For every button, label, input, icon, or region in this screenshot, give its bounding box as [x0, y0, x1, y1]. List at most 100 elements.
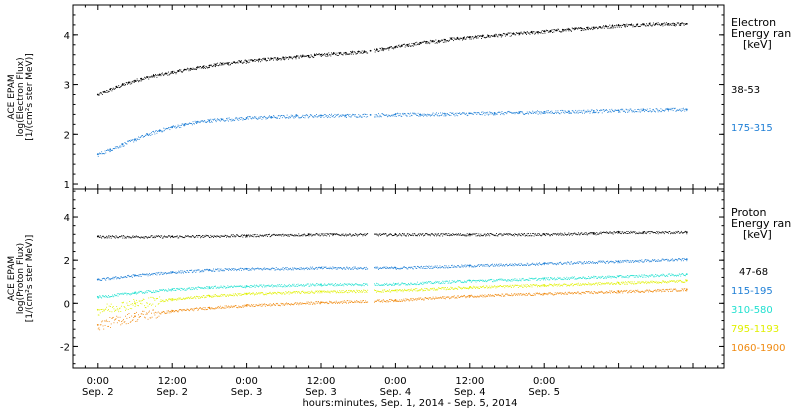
data-point [500, 263, 502, 265]
data-point [356, 233, 358, 235]
data-point [363, 51, 365, 53]
data-point [311, 284, 313, 286]
data-point [680, 230, 682, 232]
data-point [172, 127, 174, 129]
data-point [236, 285, 238, 287]
data-point [460, 266, 462, 268]
data-point [322, 235, 324, 237]
data-point [217, 62, 219, 64]
data-point [431, 267, 433, 269]
data-point [272, 286, 274, 288]
data-point [617, 24, 619, 26]
data-point [326, 55, 328, 57]
data-point [495, 264, 497, 266]
data-point [575, 263, 577, 265]
data-point [338, 267, 340, 269]
data-point [335, 114, 337, 116]
data-point [275, 116, 277, 118]
data-point [271, 267, 273, 269]
data-point [425, 113, 427, 115]
data-point [118, 147, 120, 149]
data-point [187, 287, 189, 289]
data-point [161, 131, 163, 133]
data-point [344, 267, 345, 269]
data-point [464, 235, 466, 237]
data-point [560, 112, 562, 114]
data-point [391, 114, 393, 116]
data-point [486, 36, 488, 38]
data-point [384, 114, 386, 116]
data-point [284, 58, 286, 60]
data-point [277, 284, 279, 286]
data-point [201, 120, 203, 122]
data-point [670, 232, 672, 234]
data-point [362, 284, 364, 286]
data-point [465, 234, 467, 236]
data-point [438, 281, 440, 283]
data-point [652, 258, 654, 260]
data-point [527, 263, 529, 265]
data-point [229, 64, 231, 66]
data-point [498, 278, 500, 280]
data-point [246, 292, 248, 294]
data-point [108, 279, 110, 281]
data-point [202, 269, 204, 271]
data-point [176, 127, 178, 128]
data-point [201, 271, 203, 273]
data-point [290, 269, 292, 271]
data-point [291, 285, 293, 287]
data-point [394, 284, 396, 286]
data-point [559, 234, 561, 236]
data-point [467, 265, 469, 267]
data-point [123, 235, 125, 237]
data-point [306, 234, 308, 236]
data-point [191, 298, 193, 299]
data-point [538, 111, 540, 113]
data-point [207, 235, 209, 237]
data-point [390, 234, 392, 235]
data-point [173, 236, 175, 238]
data-point [648, 259, 650, 261]
data-point [513, 33, 515, 35]
data-point [185, 271, 186, 273]
data-point [209, 269, 211, 271]
data-point [355, 234, 357, 236]
data-point [286, 268, 287, 270]
data-point [268, 233, 270, 235]
data-point [574, 232, 576, 234]
data-point [394, 47, 396, 49]
data-point [488, 266, 490, 268]
data-point [654, 111, 656, 112]
data-point [537, 234, 539, 236]
data-point [291, 116, 293, 117]
data-point [584, 277, 586, 279]
data-point [164, 272, 166, 273]
data-point [534, 264, 536, 266]
data-point [623, 277, 625, 278]
data-point [125, 83, 126, 85]
data-point [286, 234, 288, 236]
data-point [101, 278, 103, 280]
data-point [436, 233, 438, 235]
data-point [600, 276, 602, 278]
data-point [311, 235, 313, 237]
data-point [614, 276, 615, 278]
data-point [635, 275, 637, 276]
data-point [105, 92, 107, 93]
data-point [517, 32, 519, 34]
data-point [586, 26, 588, 28]
data-point [267, 117, 269, 119]
data-point [569, 233, 571, 235]
data-point [389, 115, 391, 117]
data-point [446, 40, 448, 41]
data-point [667, 232, 669, 234]
data-point [352, 50, 354, 52]
data-point [552, 113, 554, 115]
data-point [313, 284, 315, 286]
data-point [662, 25, 664, 27]
data-point [182, 71, 184, 72]
data-point [505, 264, 507, 266]
data-point [383, 266, 385, 268]
data-point [666, 24, 668, 26]
data-point [642, 23, 644, 25]
